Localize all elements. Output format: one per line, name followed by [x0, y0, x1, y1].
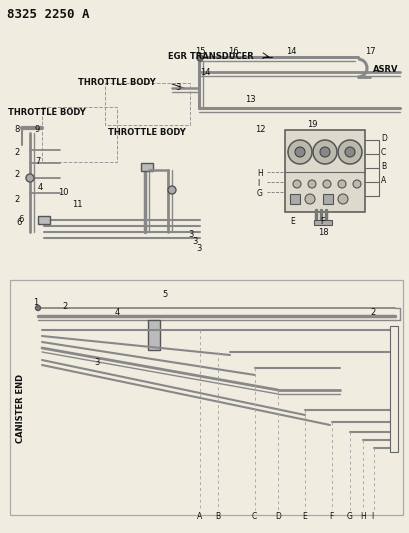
- Text: 8325 2250 A: 8325 2250 A: [7, 8, 89, 21]
- Text: 6: 6: [16, 218, 21, 227]
- Bar: [322, 194, 332, 204]
- Text: G: G: [256, 189, 262, 198]
- Text: 10: 10: [58, 188, 68, 197]
- Text: 7: 7: [35, 157, 40, 166]
- Circle shape: [322, 180, 330, 188]
- Text: H: H: [359, 512, 365, 521]
- Text: 14: 14: [285, 47, 296, 56]
- Bar: [141, 163, 153, 171]
- Text: 8: 8: [14, 125, 19, 134]
- Text: A: A: [380, 176, 385, 185]
- Text: THROTTLE BODY: THROTTLE BODY: [78, 78, 155, 87]
- Text: 18: 18: [317, 228, 328, 237]
- Circle shape: [312, 140, 336, 164]
- Text: D: D: [380, 134, 386, 143]
- Text: EGR TRANSDUCER: EGR TRANSDUCER: [168, 52, 253, 61]
- Circle shape: [337, 194, 347, 204]
- Circle shape: [352, 180, 360, 188]
- Text: F: F: [319, 217, 324, 226]
- Bar: [389, 326, 397, 452]
- Text: 6: 6: [18, 215, 23, 224]
- Circle shape: [36, 305, 40, 311]
- Text: 14: 14: [200, 68, 210, 77]
- Circle shape: [304, 194, 314, 204]
- Circle shape: [337, 180, 345, 188]
- Circle shape: [294, 147, 304, 157]
- Bar: [42, 107, 117, 162]
- Text: 2: 2: [14, 148, 19, 157]
- Text: 3: 3: [94, 358, 99, 367]
- Text: 2: 2: [14, 195, 19, 204]
- Text: 16: 16: [227, 47, 238, 56]
- Text: E: E: [301, 512, 306, 521]
- Text: THROTTLE BODY: THROTTLE BODY: [8, 108, 85, 117]
- Text: E: E: [289, 217, 294, 226]
- Text: 2: 2: [14, 170, 19, 179]
- Text: 12: 12: [254, 125, 265, 134]
- Circle shape: [26, 174, 34, 182]
- Text: G: G: [346, 512, 352, 521]
- Text: H: H: [256, 169, 262, 178]
- Text: 3: 3: [188, 230, 193, 239]
- Text: 4: 4: [115, 308, 120, 317]
- Bar: [284, 130, 364, 212]
- Text: 1: 1: [33, 298, 38, 307]
- Bar: [289, 194, 299, 204]
- Text: THROTTLE BODY: THROTTLE BODY: [108, 128, 185, 137]
- Circle shape: [319, 147, 329, 157]
- Text: B: B: [380, 162, 385, 171]
- Text: 4: 4: [38, 183, 43, 192]
- Text: 3: 3: [191, 237, 197, 246]
- Text: I: I: [256, 179, 258, 188]
- Text: C: C: [252, 512, 256, 521]
- Bar: [148, 320, 160, 350]
- Text: 2: 2: [369, 308, 374, 317]
- Text: 17: 17: [364, 47, 375, 56]
- Text: B: B: [214, 512, 220, 521]
- Circle shape: [287, 140, 311, 164]
- Bar: [105, 83, 189, 125]
- Text: C: C: [380, 148, 385, 157]
- Text: 3: 3: [196, 244, 201, 253]
- Text: ASRV: ASRV: [372, 65, 398, 74]
- Text: CANISTER END: CANISTER END: [16, 374, 25, 442]
- Text: 5: 5: [162, 290, 167, 299]
- Text: 9: 9: [35, 125, 40, 134]
- Circle shape: [307, 180, 315, 188]
- Circle shape: [168, 186, 175, 194]
- Circle shape: [344, 147, 354, 157]
- Text: F: F: [328, 512, 333, 521]
- Text: I: I: [370, 512, 372, 521]
- Text: D: D: [274, 512, 280, 521]
- Circle shape: [292, 180, 300, 188]
- Text: 15: 15: [195, 47, 205, 56]
- Text: 2: 2: [62, 302, 67, 311]
- Circle shape: [337, 140, 361, 164]
- Bar: [10, 280, 402, 515]
- Text: 3: 3: [175, 83, 180, 92]
- Text: 13: 13: [245, 95, 255, 104]
- Bar: [313, 220, 331, 225]
- Text: 11: 11: [72, 200, 82, 209]
- Text: 19: 19: [306, 120, 317, 129]
- Bar: [38, 216, 50, 224]
- Text: A: A: [196, 512, 202, 521]
- Circle shape: [196, 55, 202, 61]
